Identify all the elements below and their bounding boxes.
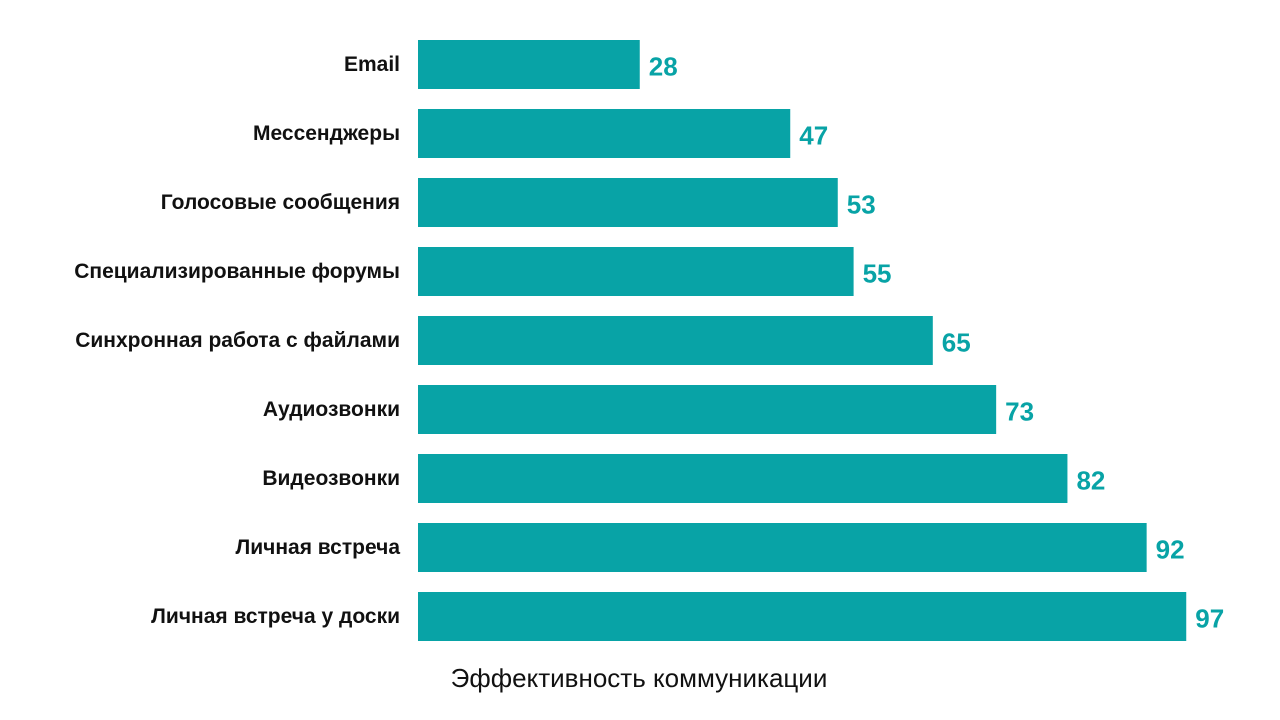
bar: [418, 523, 1147, 572]
category-label: Специализированные форумы: [74, 260, 400, 283]
bar: [418, 247, 854, 296]
value-labels-group: 28 47 53 55 65 73 82 92 97: [649, 52, 1224, 634]
category-label: Мессенджеры: [253, 122, 400, 145]
category-label: Email: [344, 53, 400, 76]
bar: [418, 454, 1068, 503]
value-label: 55: [863, 259, 892, 289]
x-axis-title: Эффективность коммуникации: [451, 663, 828, 693]
category-label: Личная встреча: [236, 536, 401, 559]
bar: [418, 592, 1187, 641]
category-label: Видеозвонки: [262, 467, 400, 490]
bar: [418, 385, 997, 434]
category-label: Синхронная работа с файлами: [75, 329, 400, 352]
bar: [418, 40, 640, 89]
bar: [418, 109, 791, 158]
value-label: 92: [1156, 535, 1185, 565]
value-label: 47: [799, 121, 828, 151]
value-label: 65: [942, 328, 971, 358]
category-label: Голосовые сообщения: [161, 191, 400, 214]
value-label: 82: [1076, 466, 1105, 496]
value-label: 73: [1005, 397, 1034, 427]
bar: [418, 316, 933, 365]
category-label: Личная встреча у доски: [151, 605, 400, 628]
category-labels-group: Email Мессенджеры Голосовые сообщения Специ…: [74, 53, 400, 628]
value-label: 97: [1195, 604, 1224, 634]
value-label: 28: [649, 52, 678, 82]
bar: [418, 178, 838, 227]
category-label: Аудиозвонки: [263, 398, 400, 421]
value-label: 53: [847, 190, 876, 220]
bars-group: [418, 40, 1187, 641]
